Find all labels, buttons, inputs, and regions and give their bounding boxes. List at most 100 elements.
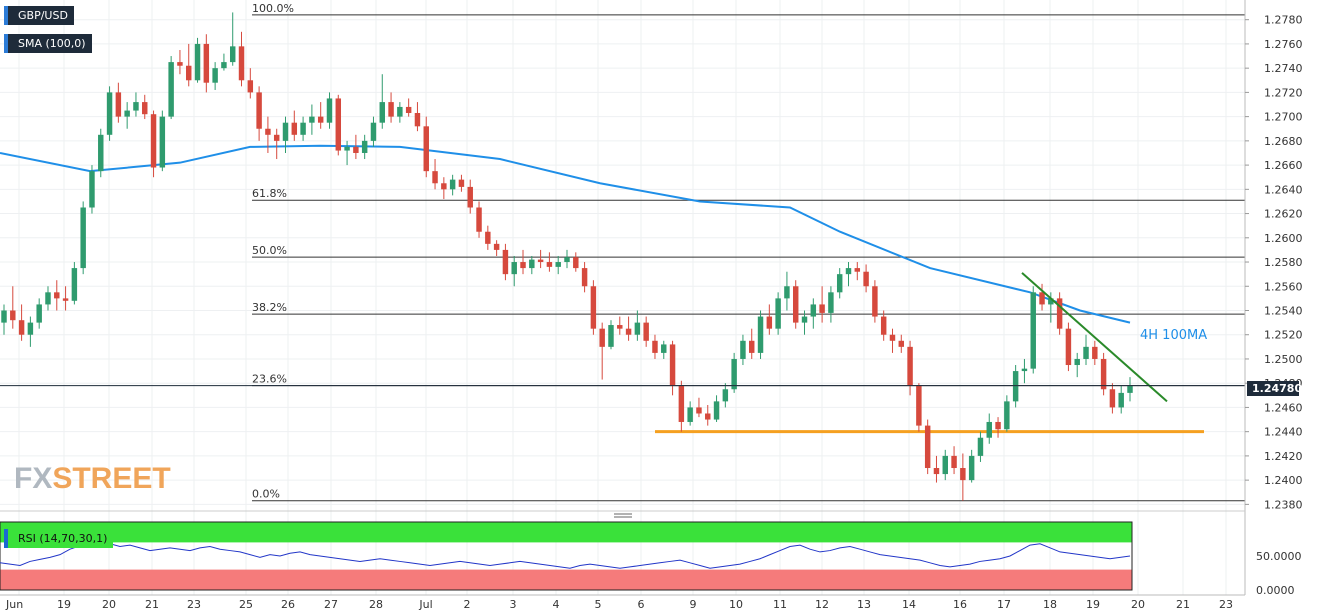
sma-legend[interactable]: SMA (100,0) xyxy=(4,34,92,53)
fib-label: 38.2% xyxy=(252,301,287,314)
svg-text:FXSTREET: FXSTREET xyxy=(14,462,171,495)
candle-body xyxy=(916,385,922,426)
y-axis: 1.2780 1.2760 1.2740 1.2720 1.2700 1.2680 1.26… xyxy=(1244,0,1303,595)
candle-body xyxy=(317,116,324,123)
fib-label: 0.0% xyxy=(252,488,280,501)
trendline xyxy=(1021,272,1168,403)
sma-line xyxy=(0,144,1131,324)
candle-body xyxy=(766,316,773,329)
x-tick-label: 12 xyxy=(815,598,829,611)
candle-body xyxy=(907,346,913,386)
candle-body xyxy=(581,268,588,287)
x-tick-label: 6 xyxy=(638,598,645,611)
candle-body xyxy=(98,134,104,172)
price-tag-text: 1.24780 xyxy=(1252,382,1302,395)
candle-body xyxy=(493,243,500,250)
candle-body xyxy=(933,468,940,475)
candle-body xyxy=(669,344,676,386)
x-tick-label: 20 xyxy=(1131,598,1145,611)
sma-label: SMA (100,0) xyxy=(18,37,86,50)
candle-body xyxy=(608,325,614,347)
candle-body xyxy=(150,114,157,168)
x-tick-label: 11 xyxy=(773,598,787,611)
candle-body xyxy=(537,259,544,263)
x-tick-label: 19 xyxy=(57,598,71,611)
candle-body xyxy=(555,262,561,267)
y-tick-label: 1.2680 xyxy=(1264,135,1303,148)
candle-body xyxy=(784,286,790,299)
candle-body xyxy=(309,116,315,123)
candle-body xyxy=(854,268,861,272)
candle-body xyxy=(1065,328,1072,366)
x-tick-label: 25 xyxy=(239,598,253,611)
candle-body xyxy=(1092,346,1098,359)
x-tick-label: Jun xyxy=(5,598,23,611)
candle-body xyxy=(432,171,438,184)
candle-body xyxy=(1021,368,1028,372)
fib-label: 100.0% xyxy=(252,2,294,15)
candle-body xyxy=(968,455,975,481)
rsi-line xyxy=(0,540,1131,569)
x-tick-label: 23 xyxy=(1219,598,1233,611)
candle-body xyxy=(282,122,289,141)
candle-body xyxy=(221,62,227,69)
candle-body xyxy=(898,340,905,347)
candle-body xyxy=(880,316,887,335)
candle-body xyxy=(238,46,245,81)
candle-body xyxy=(247,80,254,93)
candle-body xyxy=(792,286,799,323)
candle-body xyxy=(414,112,421,127)
x-tick-label: 19 xyxy=(1086,598,1100,611)
candle-body xyxy=(467,186,473,208)
candle-body xyxy=(731,358,737,390)
sma-100-line xyxy=(0,144,1131,324)
symbol-label: GBP/USD xyxy=(18,9,68,22)
candle-body xyxy=(564,257,570,263)
candle-body xyxy=(212,68,218,83)
candle-body xyxy=(326,98,333,123)
candle-body xyxy=(520,262,526,269)
candle-body xyxy=(1056,298,1063,329)
symbol-legend[interactable]: GBP/USD xyxy=(4,6,74,25)
rsi-legend[interactable]: RSI (14,70,30,1) xyxy=(4,529,114,548)
grid xyxy=(0,0,1245,595)
candle-body xyxy=(634,322,641,335)
candle-body xyxy=(449,179,456,190)
candle-body xyxy=(652,340,658,353)
y-tick-label: 1.2760 xyxy=(1264,38,1303,51)
y-tick-label: 1.2540 xyxy=(1264,304,1303,317)
x-tick-label: 28 xyxy=(369,598,383,611)
x-tick-label: 26 xyxy=(281,598,295,611)
candle-body xyxy=(1048,298,1054,305)
candle-body xyxy=(1,310,7,323)
candle-body xyxy=(256,92,262,129)
candle-body xyxy=(485,231,491,244)
x-tick-label: 5 xyxy=(595,598,602,611)
candle-body xyxy=(18,320,25,335)
panel-divider[interactable] xyxy=(0,510,1245,518)
y-tick-label: 1.2500 xyxy=(1264,353,1303,366)
y-tick-label: 1.2640 xyxy=(1264,183,1303,196)
y-tick-label: 1.2440 xyxy=(1264,426,1303,439)
candle-body xyxy=(159,116,166,168)
candle-body xyxy=(265,128,271,135)
x-tick-label: 9 xyxy=(690,598,697,611)
rsi-tick-label: 0.0000 xyxy=(1256,584,1295,597)
candle-body xyxy=(71,268,78,301)
candle-body xyxy=(353,146,359,153)
candle-body xyxy=(643,322,649,341)
y-tick-label: 1.2520 xyxy=(1264,329,1303,342)
candle-body xyxy=(942,455,948,475)
candle-body xyxy=(889,334,896,341)
candle-body xyxy=(388,102,394,117)
candle-body xyxy=(810,304,817,317)
candle-body xyxy=(995,421,1001,430)
candle-body xyxy=(863,271,869,287)
candle-body xyxy=(62,298,69,301)
y-tick-label: 1.2720 xyxy=(1264,86,1303,99)
candle-body xyxy=(194,43,201,81)
candle-body xyxy=(27,322,34,335)
candle-body xyxy=(229,46,236,63)
candle-body xyxy=(203,43,210,83)
